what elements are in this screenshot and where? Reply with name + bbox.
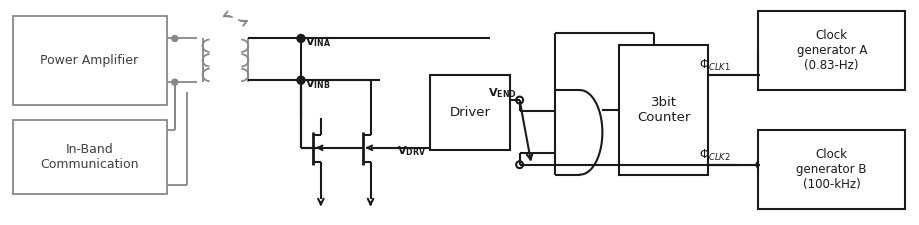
Bar — [618, 45, 708, 175]
Circle shape — [755, 161, 764, 169]
Text: $\mathbf{V_{INB}}$: $\mathbf{V_{INB}}$ — [304, 77, 330, 91]
Circle shape — [172, 36, 177, 41]
Text: $\Phi_{CLK2}$: $\Phi_{CLK2}$ — [698, 148, 730, 163]
Text: $\mathbf{V_{DRV}}$: $\mathbf{V_{DRV}}$ — [397, 144, 426, 158]
Bar — [757, 11, 904, 90]
Text: Clock
generator A
(0.83-Hz): Clock generator A (0.83-Hz) — [796, 29, 866, 72]
Circle shape — [297, 34, 304, 43]
Text: In-Band
Communication: In-Band Communication — [40, 143, 139, 171]
Circle shape — [297, 76, 304, 84]
Text: $\Phi_{CLK1}$: $\Phi_{CLK1}$ — [698, 58, 730, 73]
Bar — [757, 130, 904, 209]
Bar — [13, 16, 166, 105]
Bar — [13, 120, 166, 194]
Text: 3bit
Counter: 3bit Counter — [636, 96, 689, 124]
Text: Driver: Driver — [449, 106, 490, 119]
Circle shape — [172, 79, 177, 85]
Bar — [430, 75, 509, 150]
Text: $\mathbf{V_{END}}$: $\mathbf{V_{END}}$ — [487, 86, 516, 100]
Text: Power Amplifier: Power Amplifier — [40, 54, 138, 67]
Text: Clock
generator B
(100-kHz): Clock generator B (100-kHz) — [796, 148, 866, 191]
Text: $\mathbf{V_{INA}}$: $\mathbf{V_{INA}}$ — [304, 36, 331, 49]
